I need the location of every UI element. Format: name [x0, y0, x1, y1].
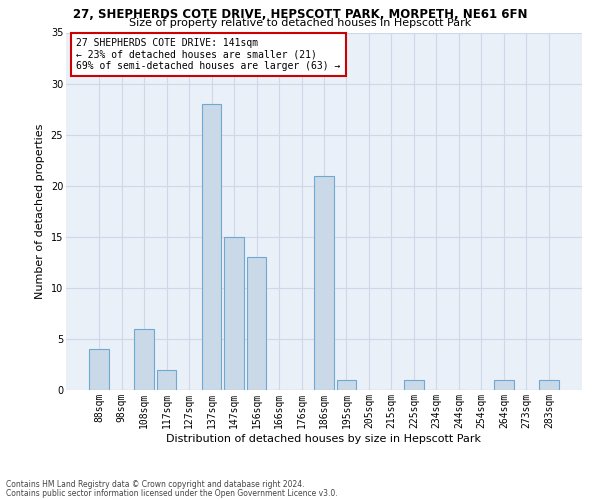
- Y-axis label: Number of detached properties: Number of detached properties: [35, 124, 45, 299]
- Bar: [89, 349, 109, 390]
- Bar: [247, 257, 266, 390]
- Text: Contains HM Land Registry data © Crown copyright and database right 2024.: Contains HM Land Registry data © Crown c…: [6, 480, 305, 489]
- Bar: [224, 237, 244, 390]
- Bar: [314, 176, 334, 390]
- Text: Contains public sector information licensed under the Open Government Licence v3: Contains public sector information licen…: [6, 488, 338, 498]
- Text: 27 SHEPHERDS COTE DRIVE: 141sqm
← 23% of detached houses are smaller (21)
69% of: 27 SHEPHERDS COTE DRIVE: 141sqm ← 23% of…: [76, 38, 341, 71]
- Bar: [404, 380, 424, 390]
- Text: Size of property relative to detached houses in Hepscott Park: Size of property relative to detached ho…: [129, 18, 471, 28]
- X-axis label: Distribution of detached houses by size in Hepscott Park: Distribution of detached houses by size …: [167, 434, 482, 444]
- Bar: [539, 380, 559, 390]
- Bar: [134, 328, 154, 390]
- Bar: [202, 104, 221, 390]
- Bar: [337, 380, 356, 390]
- Bar: [494, 380, 514, 390]
- Text: 27, SHEPHERDS COTE DRIVE, HEPSCOTT PARK, MORPETH, NE61 6FN: 27, SHEPHERDS COTE DRIVE, HEPSCOTT PARK,…: [73, 8, 527, 20]
- Bar: [157, 370, 176, 390]
